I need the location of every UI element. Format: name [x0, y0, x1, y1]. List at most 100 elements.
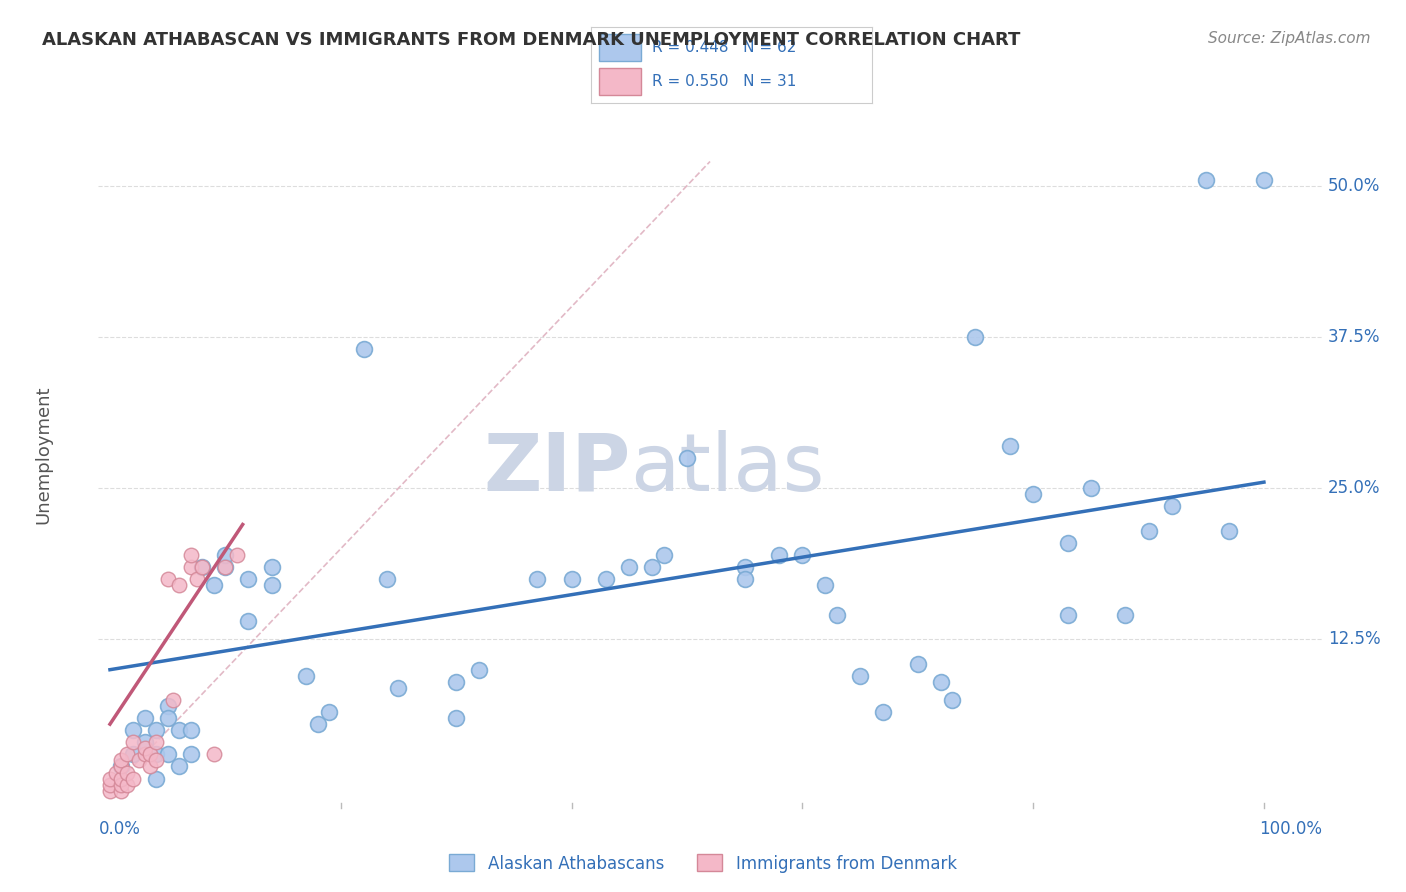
Point: [167, 759, 190, 773]
Point: [110, 778, 132, 792]
Text: 25.0%: 25.0%: [1327, 479, 1381, 497]
Point: [134, 747, 156, 762]
Text: Source: ZipAtlas.com: Source: ZipAtlas.com: [1208, 31, 1371, 46]
Text: 12.5%: 12.5%: [1327, 631, 1381, 648]
Point: [444, 674, 467, 689]
Text: ZIP: ZIP: [484, 430, 630, 508]
Point: [139, 759, 162, 773]
Point: [134, 711, 156, 725]
Point: [128, 754, 150, 768]
Point: [110, 772, 132, 786]
Point: [122, 735, 145, 749]
Point: [214, 559, 236, 574]
Point: [225, 548, 247, 562]
Text: atlas: atlas: [630, 430, 825, 508]
Point: [117, 765, 139, 780]
Point: [526, 572, 548, 586]
Point: [122, 772, 145, 786]
Point: [295, 669, 318, 683]
Text: R = 0.550   N = 31: R = 0.550 N = 31: [652, 74, 797, 89]
Point: [641, 559, 664, 574]
Point: [186, 572, 208, 586]
Point: [145, 754, 167, 768]
Point: [145, 772, 167, 786]
Point: [156, 698, 179, 713]
Point: [167, 578, 190, 592]
Point: [180, 723, 202, 738]
Point: [122, 723, 145, 738]
Point: [1056, 608, 1078, 623]
Point: [307, 717, 329, 731]
Point: [998, 439, 1021, 453]
Point: [849, 669, 872, 683]
Point: [676, 450, 699, 465]
Point: [619, 559, 641, 574]
Point: [134, 735, 156, 749]
Point: [214, 559, 236, 574]
Text: 37.5%: 37.5%: [1327, 328, 1381, 346]
Point: [110, 759, 132, 773]
Point: [387, 681, 409, 695]
Point: [162, 693, 184, 707]
Point: [191, 559, 214, 574]
Point: [260, 559, 283, 574]
Point: [375, 572, 398, 586]
Point: [1137, 524, 1160, 538]
Point: [734, 572, 756, 586]
Point: [353, 342, 375, 356]
Point: [238, 615, 260, 629]
Point: [260, 578, 283, 592]
Point: [468, 663, 491, 677]
Point: [1218, 524, 1240, 538]
Point: [1022, 487, 1045, 501]
Point: [117, 778, 139, 792]
Point: [318, 705, 340, 719]
Point: [1195, 172, 1218, 186]
Point: [110, 754, 132, 768]
Point: [202, 747, 225, 762]
Text: 50.0%: 50.0%: [1327, 177, 1381, 194]
Point: [652, 548, 675, 562]
Text: 0.0%: 0.0%: [98, 821, 141, 838]
Point: [145, 735, 167, 749]
Point: [145, 723, 167, 738]
Point: [122, 747, 145, 762]
Point: [214, 548, 236, 562]
Point: [98, 772, 121, 786]
Point: [134, 741, 156, 756]
Point: [110, 783, 132, 797]
Legend: Alaskan Athabascans, Immigrants from Denmark: Alaskan Athabascans, Immigrants from Den…: [443, 847, 963, 880]
Text: ALASKAN ATHABASCAN VS IMMIGRANTS FROM DENMARK UNEMPLOYMENT CORRELATION CHART: ALASKAN ATHABASCAN VS IMMIGRANTS FROM DE…: [42, 31, 1021, 49]
Point: [792, 548, 814, 562]
Point: [117, 747, 139, 762]
Point: [561, 572, 583, 586]
Point: [238, 572, 260, 586]
Point: [872, 705, 894, 719]
Point: [110, 759, 132, 773]
Point: [941, 693, 963, 707]
Point: [965, 330, 987, 344]
Point: [595, 572, 617, 586]
Point: [1160, 500, 1182, 514]
Point: [180, 548, 202, 562]
Text: Unemployment: Unemployment: [34, 385, 52, 524]
Point: [1080, 481, 1102, 495]
Point: [145, 747, 167, 762]
Point: [180, 559, 202, 574]
Point: [734, 559, 756, 574]
Point: [929, 674, 952, 689]
Point: [1114, 608, 1136, 623]
Point: [814, 578, 837, 592]
Point: [191, 559, 214, 574]
Point: [907, 657, 929, 671]
Point: [825, 608, 848, 623]
Point: [98, 778, 121, 792]
Point: [1056, 535, 1078, 549]
Point: [156, 747, 179, 762]
Point: [139, 747, 162, 762]
Point: [98, 783, 121, 797]
FancyBboxPatch shape: [599, 69, 641, 95]
Text: 100.0%: 100.0%: [1258, 821, 1322, 838]
Point: [156, 711, 179, 725]
Point: [156, 572, 179, 586]
